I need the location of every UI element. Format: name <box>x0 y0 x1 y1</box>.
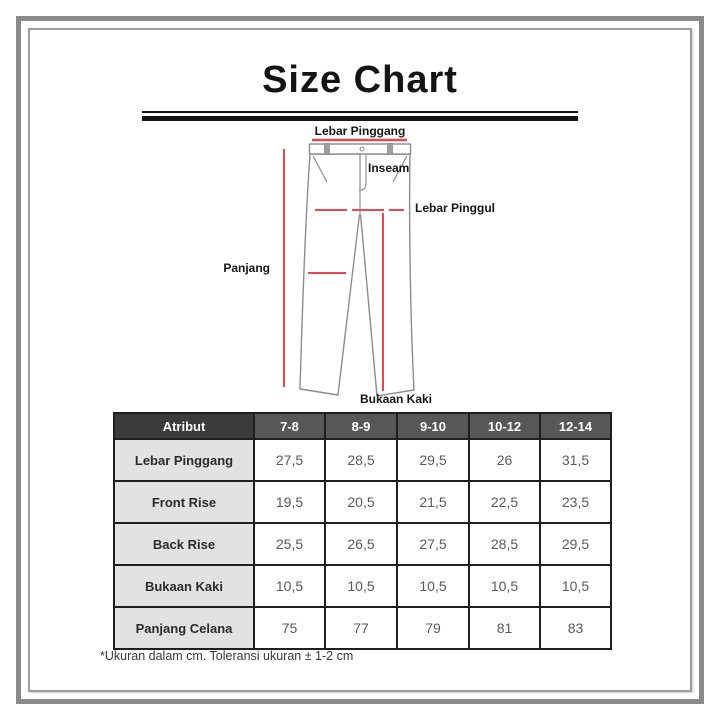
cell-value: 27,5 <box>396 522 470 566</box>
cell-value: 10,5 <box>253 564 326 608</box>
label-lebar-pinggang: Lebar Pinggang <box>314 124 406 138</box>
cell-value: 25,5 <box>253 522 326 566</box>
size-table: Atribut 7-8 8-9 9-10 10-12 12-14 Lebar P… <box>113 412 612 650</box>
cell-value: 31,5 <box>539 438 612 482</box>
cell-value: 10,5 <box>468 564 541 608</box>
size-footnote: *Ukuran dalam cm. Toleransi ukuran ± 1-2… <box>100 649 354 663</box>
page-title: Size Chart <box>262 59 458 101</box>
cell-value: 83 <box>539 606 612 650</box>
col-header-atribut: Atribut <box>113 412 255 440</box>
cell-value: 27,5 <box>253 438 326 482</box>
col-header-size-10-12: 10-12 <box>468 412 541 440</box>
label-lebar-pinggul: Lebar Pinggul <box>415 201 496 215</box>
row-label: Lebar Pinggang <box>113 438 255 482</box>
label-panjang: Panjang <box>223 261 270 275</box>
table-row-panjang-celana: Panjang Celana 75 77 79 81 83 <box>113 606 612 650</box>
cell-value: 23,5 <box>539 480 612 524</box>
cell-value: 28,5 <box>468 522 541 566</box>
size-table-header-row: Atribut 7-8 8-9 9-10 10-12 12-14 <box>113 412 612 440</box>
col-header-size-7-8: 7-8 <box>253 412 326 440</box>
cell-value: 19,5 <box>253 480 326 524</box>
title-rule-thin <box>142 111 578 113</box>
cell-value: 28,5 <box>324 438 398 482</box>
cell-value: 26,5 <box>324 522 398 566</box>
table-row-lebar-pinggang: Lebar Pinggang 27,5 28,5 29,5 26 31,5 <box>113 438 612 482</box>
row-label: Front Rise <box>113 480 255 524</box>
cell-value: 10,5 <box>324 564 398 608</box>
cell-value: 22,5 <box>468 480 541 524</box>
cell-value: 79 <box>396 606 470 650</box>
cell-value: 10,5 <box>396 564 470 608</box>
cell-value: 81 <box>468 606 541 650</box>
cell-value: 20,5 <box>324 480 398 524</box>
cell-value: 75 <box>253 606 326 650</box>
outer-frame-border <box>16 16 704 704</box>
label-bukaan-kaki: Bukaan Kaki <box>359 392 433 406</box>
label-inseam: Inseam <box>368 161 410 175</box>
table-row-back-rise: Back Rise 25,5 26,5 27,5 28,5 29,5 <box>113 522 612 566</box>
cell-value: 29,5 <box>539 522 612 566</box>
cell-value: 77 <box>324 606 398 650</box>
cell-value: 29,5 <box>396 438 470 482</box>
col-header-size-9-10: 9-10 <box>396 412 470 440</box>
title-rule-thick <box>142 116 578 121</box>
cell-value: 10,5 <box>539 564 612 608</box>
row-label: Back Rise <box>113 522 255 566</box>
table-row-front-rise: Front Rise 19,5 20,5 21,5 22,5 23,5 <box>113 480 612 524</box>
inner-frame-border <box>28 28 692 692</box>
table-row-bukaan-kaki: Bukaan Kaki 10,5 10,5 10,5 10,5 10,5 <box>113 564 612 608</box>
cell-value: 26 <box>468 438 541 482</box>
row-label: Panjang Celana <box>113 606 255 650</box>
col-header-size-12-14: 12-14 <box>539 412 612 440</box>
cell-value: 21,5 <box>396 480 470 524</box>
col-header-size-8-9: 8-9 <box>324 412 398 440</box>
row-label: Bukaan Kaki <box>113 564 255 608</box>
